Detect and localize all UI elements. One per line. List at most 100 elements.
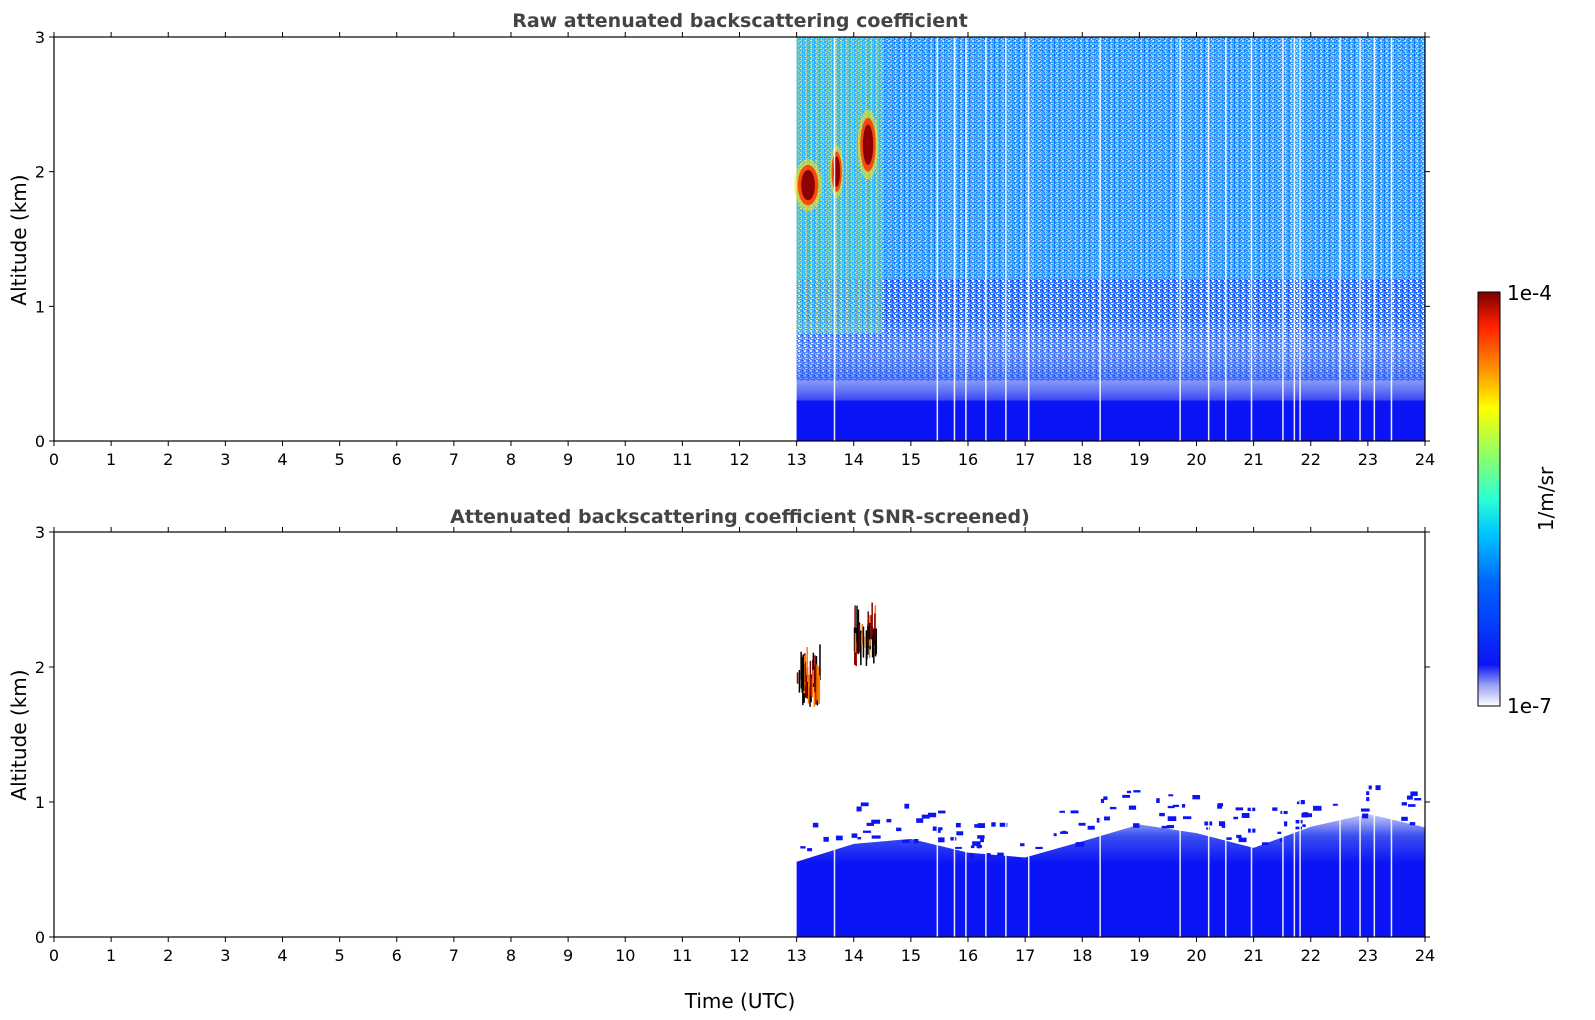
aerosol-speckle <box>1182 816 1192 820</box>
missing-profile-gap <box>936 37 939 441</box>
aerosol-speckle <box>1161 825 1171 829</box>
x-tick-label: 19 <box>1129 946 1149 965</box>
aerosol-speckle <box>1168 794 1174 797</box>
missing-profile-gap <box>1005 532 1007 937</box>
x-tick-label: 0 <box>49 946 59 965</box>
x-tick-label: 20 <box>1186 946 1206 965</box>
x-tick-label: 17 <box>1015 946 1035 965</box>
aerosol-speckle <box>921 814 930 819</box>
x-tick-label: 8 <box>506 946 516 965</box>
colorbar-gradient <box>1477 291 1501 707</box>
aerosol-speckle <box>913 838 919 844</box>
x-tick-label: 24 <box>1415 946 1435 965</box>
missing-profile-gap <box>965 532 967 937</box>
aerosol-speckle <box>1172 804 1180 808</box>
cloud-streak <box>854 651 856 665</box>
aerosol-speckle <box>934 827 943 831</box>
missing-profile-gap <box>1373 37 1376 441</box>
cloud-streak <box>867 611 869 637</box>
x-tick-label: 20 <box>1186 450 1206 469</box>
aerosol-speckle <box>937 810 946 814</box>
x-tick-label: 8 <box>506 450 516 469</box>
aerosol-speckle <box>902 839 910 843</box>
cloud-streak <box>874 640 877 657</box>
aerosol-speckle <box>1368 785 1372 790</box>
cloud-streak <box>809 687 811 707</box>
aerosol-speckle <box>860 802 869 807</box>
cloud-streak <box>817 666 820 701</box>
cloud-streak <box>870 615 873 640</box>
cloud-streak <box>802 692 804 706</box>
aerosol-speckle <box>862 830 872 833</box>
y-tick-label: 1 <box>35 793 45 812</box>
cloud-streak <box>873 638 875 664</box>
cloud-streak <box>803 655 806 694</box>
x-tick-label: 17 <box>1015 450 1035 469</box>
x-tick-label: 16 <box>958 450 978 469</box>
aerosol-speckle <box>991 822 996 827</box>
aerosol-speckle <box>1126 790 1132 794</box>
aerosol-speckle <box>1182 804 1186 808</box>
x-tick-label: 14 <box>844 450 864 469</box>
missing-profile-gap <box>985 532 987 937</box>
missing-profile-gap <box>1250 37 1253 441</box>
aerosol-speckle <box>1217 804 1223 809</box>
x-tick-label: 5 <box>335 450 345 469</box>
aerosol-speckle <box>1238 837 1247 843</box>
aerosol-speckle <box>1313 805 1322 811</box>
cloud-streak <box>858 625 860 654</box>
aerosol-speckle <box>904 803 910 809</box>
missing-profile-gap <box>1390 37 1393 441</box>
aerosol-speckle <box>1280 810 1288 815</box>
aerosol-speckle <box>1192 795 1201 800</box>
aerosol-speckle <box>977 823 986 829</box>
x-tick-label: 11 <box>672 450 692 469</box>
aerosol-speckle <box>1302 824 1306 827</box>
x-tick-label: 15 <box>901 450 921 469</box>
aerosol-speckle <box>1053 833 1057 837</box>
x-tick-label: 18 <box>1072 450 1092 469</box>
x-tick-label: 14 <box>844 946 864 965</box>
x-tick-label: 21 <box>1243 946 1263 965</box>
x-tick-label: 0 <box>49 450 59 469</box>
missing-profile-gap <box>833 532 836 937</box>
aerosol-speckle <box>997 852 1004 857</box>
y-tick-label: 1 <box>35 297 45 316</box>
cloud-streak <box>818 675 821 704</box>
x-tick-label: 10 <box>615 450 635 469</box>
aerosol-speckle <box>1280 838 1284 843</box>
aerosol-speckle <box>1366 797 1370 802</box>
missing-profile-gap <box>1005 37 1007 441</box>
aerosol-speckle <box>856 806 862 812</box>
missing-profile-gap <box>1179 37 1181 441</box>
missing-profile-gap <box>953 37 956 441</box>
x-tick-label: 15 <box>901 946 921 965</box>
x-tick-label: 4 <box>277 450 287 469</box>
missing-profile-gap <box>1339 37 1341 441</box>
x-tick-label: 21 <box>1243 450 1263 469</box>
aerosol-speckle <box>800 846 806 849</box>
x-tick-label: 18 <box>1072 946 1092 965</box>
aerosol-speckle <box>1122 794 1131 798</box>
aerosol-speckle <box>1100 798 1105 803</box>
y-axis-ticks: 0 1 2 3 <box>35 523 1430 947</box>
aerosol-speckle <box>1362 813 1369 819</box>
missing-profile-gap <box>1282 532 1284 937</box>
aerosol-speckle <box>1167 816 1177 822</box>
x-tick-label: 5 <box>335 946 345 965</box>
x-tick-label: 19 <box>1129 450 1149 469</box>
cloud-streak <box>800 651 802 680</box>
aerosol-speckle <box>1167 805 1175 809</box>
missing-profile-gap <box>1282 37 1284 441</box>
missing-profile-gap <box>936 532 939 937</box>
aerosol-speckle <box>1133 790 1141 793</box>
x-tick-label: 3 <box>220 450 230 469</box>
missing-profile-gap <box>1293 532 1296 937</box>
x-tick-label: 22 <box>1301 450 1321 469</box>
cloud-streak <box>862 626 865 658</box>
aerosol-speckle <box>823 836 829 842</box>
panel-1-title: Raw attenuated backscattering coefficien… <box>512 10 968 32</box>
cloud-streak <box>871 602 873 636</box>
aerosol-speckle <box>972 841 981 846</box>
